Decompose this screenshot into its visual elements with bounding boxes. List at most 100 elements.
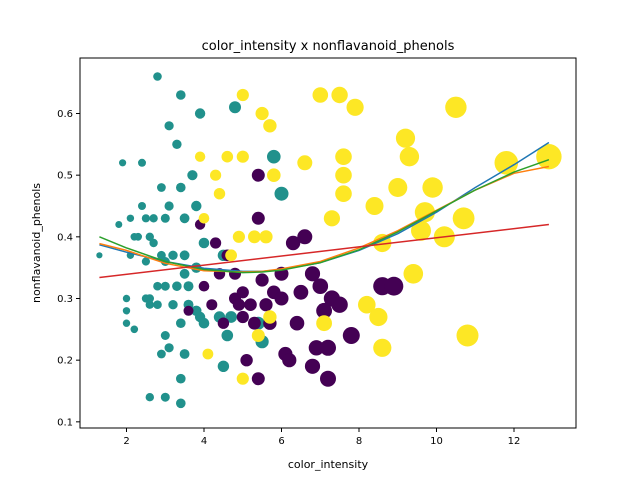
data-point-5 xyxy=(122,319,131,327)
data-point-121 xyxy=(236,88,249,102)
y-tick-label: 0.6 xyxy=(57,109,73,120)
data-point-6 xyxy=(126,214,135,222)
data-point-105 xyxy=(320,339,336,356)
y-tick-label: 0.3 xyxy=(57,294,73,305)
data-point-99 xyxy=(304,266,321,282)
data-point-85 xyxy=(251,168,265,182)
data-point-84 xyxy=(248,316,261,330)
y-tick-label: 0.2 xyxy=(57,356,73,367)
data-point-45 xyxy=(179,250,190,261)
data-point-81 xyxy=(236,286,249,299)
data-point-62 xyxy=(225,311,238,323)
data-point-22 xyxy=(153,281,162,291)
trend-lines-layer xyxy=(99,141,550,279)
data-point-40 xyxy=(176,182,186,193)
data-point-148 xyxy=(403,264,424,284)
data-point-26 xyxy=(157,349,166,359)
x-tick-label: 10 xyxy=(430,436,443,447)
data-point-15 xyxy=(145,300,154,309)
data-point-135 xyxy=(331,86,348,104)
data-point-82 xyxy=(240,354,253,367)
data-point-50 xyxy=(187,170,198,181)
data-point-24 xyxy=(157,183,166,192)
data-point-113 xyxy=(194,151,206,162)
data-point-110 xyxy=(384,276,404,296)
data-point-93 xyxy=(274,291,289,306)
data-point-68 xyxy=(172,281,182,291)
y-tick-label: 0.5 xyxy=(57,171,73,182)
y-axis-label: nonflavanoid_phenols xyxy=(30,183,43,303)
data-point-13 xyxy=(141,214,150,223)
data-point-11 xyxy=(138,202,146,210)
data-point-1 xyxy=(115,221,123,228)
data-point-123 xyxy=(236,372,249,385)
data-point-88 xyxy=(255,273,269,287)
data-point-80 xyxy=(236,310,249,324)
data-point-46 xyxy=(179,268,190,279)
data-point-112 xyxy=(232,298,245,311)
data-point-101 xyxy=(308,340,325,356)
data-point-72 xyxy=(198,280,210,292)
data-point-127 xyxy=(259,230,273,244)
data-point-129 xyxy=(263,310,277,324)
x-tick-label: 2 xyxy=(123,436,129,447)
data-point-21 xyxy=(153,72,162,81)
data-point-145 xyxy=(388,178,408,197)
data-point-17 xyxy=(145,294,154,303)
data-point-102 xyxy=(312,278,329,295)
data-point-154 xyxy=(452,207,475,230)
data-point-155 xyxy=(456,324,479,347)
data-point-107 xyxy=(331,296,348,313)
data-point-104 xyxy=(320,370,336,387)
data-point-139 xyxy=(346,98,364,116)
data-point-42 xyxy=(176,373,186,384)
data-point-69 xyxy=(141,257,150,266)
data-point-137 xyxy=(335,166,352,184)
data-point-136 xyxy=(335,148,352,165)
data-point-18 xyxy=(145,393,154,402)
data-point-56 xyxy=(198,237,210,249)
data-point-96 xyxy=(285,235,301,251)
data-point-83 xyxy=(244,298,257,312)
data-point-78 xyxy=(229,267,241,280)
data-point-36 xyxy=(168,300,178,310)
data-point-27 xyxy=(160,213,170,223)
data-point-111 xyxy=(293,284,309,300)
data-point-157 xyxy=(536,144,562,170)
data-point-3 xyxy=(122,294,131,303)
data-point-117 xyxy=(213,188,226,200)
data-point-29 xyxy=(160,392,170,402)
data-point-23 xyxy=(153,300,162,310)
data-point-76 xyxy=(217,317,230,329)
data-point-34 xyxy=(164,343,174,353)
data-point-146 xyxy=(395,128,416,148)
data-point-48 xyxy=(183,281,194,292)
x-tick-label: 8 xyxy=(356,436,362,447)
data-point-86 xyxy=(251,211,265,225)
data-point-70 xyxy=(183,305,194,316)
data-point-63 xyxy=(229,101,241,114)
y-tick-label: 0.1 xyxy=(57,417,73,428)
data-point-142 xyxy=(369,307,388,327)
data-point-126 xyxy=(255,106,269,121)
data-point-28 xyxy=(160,331,170,340)
data-point-74 xyxy=(210,237,222,249)
y-tick-label: 0.4 xyxy=(57,232,73,243)
points-layer xyxy=(96,72,562,409)
data-point-61 xyxy=(221,329,234,342)
data-point-118 xyxy=(221,150,234,163)
data-point-60 xyxy=(217,360,230,372)
data-point-140 xyxy=(358,295,376,314)
data-point-103 xyxy=(316,302,332,319)
data-point-67 xyxy=(274,186,289,201)
data-point-149 xyxy=(411,220,431,241)
data-point-132 xyxy=(312,87,329,103)
data-point-108 xyxy=(342,327,360,344)
data-point-87 xyxy=(251,372,265,386)
data-point-32 xyxy=(164,201,174,211)
data-point-138 xyxy=(335,185,352,202)
data-point-4 xyxy=(122,307,131,315)
data-point-66 xyxy=(267,149,281,164)
data-point-115 xyxy=(202,348,214,360)
data-point-41 xyxy=(176,318,186,329)
